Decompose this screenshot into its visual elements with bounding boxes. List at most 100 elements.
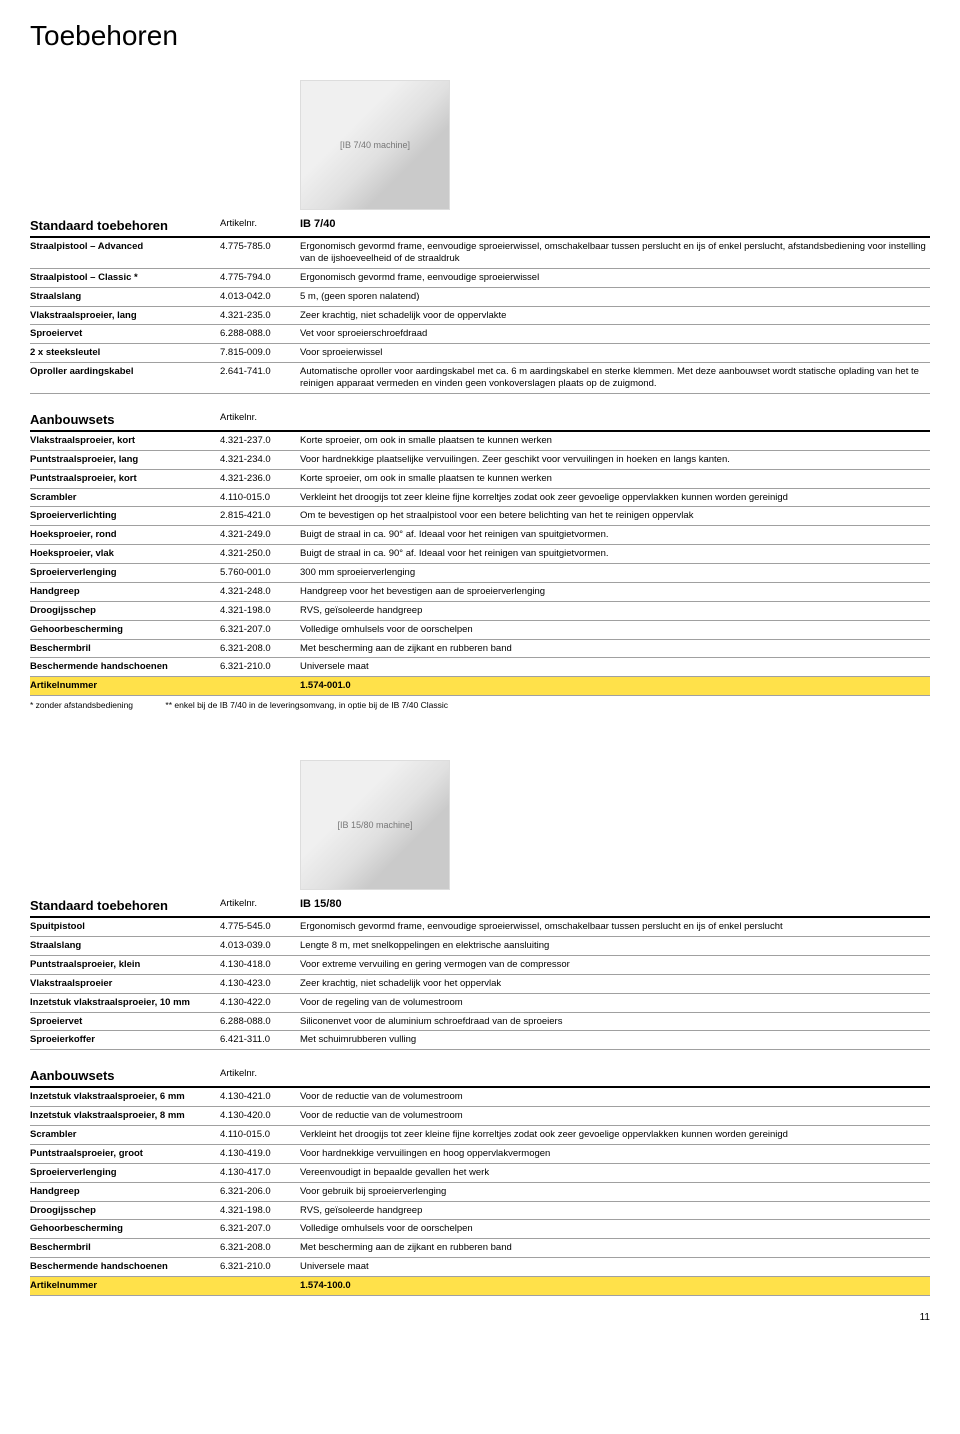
accessory-artnr: 4.130-418.0 xyxy=(220,955,300,974)
table-row: Straalslang4.013-042.05 m, (geen sporen … xyxy=(30,287,930,306)
accessory-artnr: 4.110-015.0 xyxy=(220,1126,300,1145)
accessory-artnr: 4.013-039.0 xyxy=(220,937,300,956)
accessory-desc: Vereenvoudigt in bepaalde gevallen het w… xyxy=(300,1163,930,1182)
accessory-desc: Om te bevestigen op het straalpistool vo… xyxy=(300,507,930,526)
accessory-desc: Volledige omhulsels voor de oorschelpen xyxy=(300,620,930,639)
accessory-name: Sproeierverlenging xyxy=(30,1163,220,1182)
table-row: Sproeierverlenging5.760-001.0300 mm spro… xyxy=(30,564,930,583)
accessory-artnr: 5.760-001.0 xyxy=(220,564,300,583)
accessory-artnr: 4.321-198.0 xyxy=(220,1201,300,1220)
table-row: Puntstraalsproeier, groot4.130-419.0Voor… xyxy=(30,1144,930,1163)
accessory-desc: RVS, geïsoleerde handgreep xyxy=(300,601,930,620)
accessory-artnr: 4.110-015.0 xyxy=(220,488,300,507)
accessory-name: Inzetstuk vlakstraalsproeier, 8 mm xyxy=(30,1107,220,1126)
heading-standard: Standaard toebehoren xyxy=(30,218,220,233)
accessory-desc: Met bescherming aan de zijkant en rubber… xyxy=(300,1239,930,1258)
accessory-artnr: 4.321-237.0 xyxy=(220,432,300,450)
accessory-name: Straalpistool – Advanced xyxy=(30,238,220,268)
accessory-desc: Voor gebruik bij sproeierverlenging xyxy=(300,1182,930,1201)
artikelnummer-label: Artikelnummer xyxy=(30,677,220,695)
table-row: Oproller aardingskabel2.641-741.0Automat… xyxy=(30,363,930,394)
accessory-desc: Voor hardnekkige vervuilingen en hoog op… xyxy=(300,1144,930,1163)
accessory-name: Straalpistool – Classic * xyxy=(30,268,220,287)
page-number: 11 xyxy=(30,1312,930,1323)
accessory-artnr: 4.321-248.0 xyxy=(220,582,300,601)
accessory-artnr: 4.321-236.0 xyxy=(220,469,300,488)
accessory-desc: Voor sproeierwissel xyxy=(300,344,930,363)
table-row: 2 x steeksleutel7.815-009.0Voor sproeier… xyxy=(30,344,930,363)
product-image-ib1580: [IB 15/80 machine] xyxy=(300,760,450,890)
accessory-name: Sproeierverlichting xyxy=(30,507,220,526)
accessory-desc: Ergonomisch gevormd frame, eenvoudige sp… xyxy=(300,918,930,936)
accessory-name: Straalslang xyxy=(30,937,220,956)
accessory-name: Beschermbril xyxy=(30,1239,220,1258)
table-row: Spuitpistool4.775-545.0Ergonomisch gevor… xyxy=(30,918,930,936)
accessory-artnr: 7.815-009.0 xyxy=(220,344,300,363)
heading-aanbouw: Aanbouwsets xyxy=(30,412,220,427)
accessory-name: Puntstraalsproeier, kort xyxy=(30,469,220,488)
accessory-desc: Volledige omhulsels voor de oorschelpen xyxy=(300,1220,930,1239)
heading-aanbouw: Aanbouwsets xyxy=(30,1068,220,1083)
accessory-artnr: 2.641-741.0 xyxy=(220,363,300,394)
accessory-name: Straalslang xyxy=(30,287,220,306)
accessory-name: Droogijsschep xyxy=(30,1201,220,1220)
table-row: Scrambler4.110-015.0Verkleint het droogi… xyxy=(30,488,930,507)
accessory-name: Inzetstuk vlakstraalsproeier, 10 mm xyxy=(30,993,220,1012)
accessory-artnr: 6.321-210.0 xyxy=(220,658,300,677)
accessory-artnr: 4.321-235.0 xyxy=(220,306,300,325)
accessory-desc: Verkleint het droogijs tot zeer kleine f… xyxy=(300,488,930,507)
accessory-desc: Ergonomisch gevormd frame, eenvoudige sp… xyxy=(300,268,930,287)
accessory-name: Puntstraalsproeier, groot xyxy=(30,1144,220,1163)
table-row: Beschermbril6.321-208.0Met bescherming a… xyxy=(30,1239,930,1258)
accessory-desc: Vet voor sproeierschroefdraad xyxy=(300,325,930,344)
artikelnummer-row: Artikelnummer 1.574-001.0 xyxy=(30,677,930,695)
heading-standard: Standaard toebehoren xyxy=(30,898,220,913)
accessory-artnr: 4.321-198.0 xyxy=(220,601,300,620)
accessory-desc: Buigt de straal in ca. 90° af. Ideaal vo… xyxy=(300,526,930,545)
accessory-desc: Met bescherming aan de zijkant en rubber… xyxy=(300,639,930,658)
accessory-artnr: 4.321-250.0 xyxy=(220,545,300,564)
accessory-artnr: 6.321-208.0 xyxy=(220,1239,300,1258)
accessory-desc: Korte sproeier, om ook in smalle plaatse… xyxy=(300,469,930,488)
table-row: Gehoorbescherming6.321-207.0Volledige om… xyxy=(30,1220,930,1239)
accessory-artnr: 6.321-208.0 xyxy=(220,639,300,658)
accessory-desc: Voor de reductie van de volumestroom xyxy=(300,1088,930,1106)
heading-model: IB 7/40 xyxy=(300,218,335,233)
accessory-desc: Korte sproeier, om ook in smalle plaatse… xyxy=(300,432,930,450)
table-row: Sproeierkoffer6.421-311.0Met schuimrubbe… xyxy=(30,1031,930,1050)
accessory-name: Oproller aardingskabel xyxy=(30,363,220,394)
accessory-artnr: 4.013-042.0 xyxy=(220,287,300,306)
table-row: Handgreep4.321-248.0Handgreep voor het b… xyxy=(30,582,930,601)
table-row: Straalpistool – Advanced4.775-785.0Ergon… xyxy=(30,238,930,268)
accessory-desc: RVS, geïsoleerde handgreep xyxy=(300,1201,930,1220)
table-row: Sproeierverlichting2.815-421.0Om te beve… xyxy=(30,507,930,526)
table-row: Vlakstraalsproeier, lang4.321-235.0Zeer … xyxy=(30,306,930,325)
table-row: Straalpistool – Classic *4.775-794.0Ergo… xyxy=(30,268,930,287)
footnote-a: * zonder afstandsbediening xyxy=(30,700,133,710)
accessory-name: Hoeksproeier, rond xyxy=(30,526,220,545)
accessory-desc: 300 mm sproeierverlenging xyxy=(300,564,930,583)
accessory-artnr: 6.288-088.0 xyxy=(220,325,300,344)
accessory-desc: Voor de regeling van de volumestroom xyxy=(300,993,930,1012)
accessory-name: Sproeierkoffer xyxy=(30,1031,220,1050)
accessory-name: Hoeksproeier, vlak xyxy=(30,545,220,564)
table-row: Sproeierverlenging4.130-417.0Vereenvoudi… xyxy=(30,1163,930,1182)
accessory-desc: Buigt de straal in ca. 90° af. Ideaal vo… xyxy=(300,545,930,564)
accessory-desc: Lengte 8 m, met snelkoppelingen en elekt… xyxy=(300,937,930,956)
accessory-name: Scrambler xyxy=(30,488,220,507)
accessory-artnr: 6.321-207.0 xyxy=(220,620,300,639)
accessory-artnr: 4.130-422.0 xyxy=(220,993,300,1012)
accessory-name: Inzetstuk vlakstraalsproeier, 6 mm xyxy=(30,1088,220,1106)
accessory-artnr: 6.421-311.0 xyxy=(220,1031,300,1050)
accessory-name: Droogijsschep xyxy=(30,601,220,620)
table-row: Inzetstuk vlakstraalsproeier, 10 mm4.130… xyxy=(30,993,930,1012)
table-row: Sproeiervet6.288-088.0Vet voor sproeiers… xyxy=(30,325,930,344)
table-row: Scrambler4.110-015.0Verkleint het droogi… xyxy=(30,1126,930,1145)
accessory-artnr: 4.321-234.0 xyxy=(220,450,300,469)
section-header-aanbouw-1: Aanbouwsets Artikelnr. xyxy=(30,412,930,432)
accessory-artnr: 6.321-207.0 xyxy=(220,1220,300,1239)
artikelnummer-value: 1.574-001.0 xyxy=(300,677,930,695)
accessory-artnr: 4.130-421.0 xyxy=(220,1088,300,1106)
accessory-artnr: 4.130-420.0 xyxy=(220,1107,300,1126)
accessory-name: Scrambler xyxy=(30,1126,220,1145)
